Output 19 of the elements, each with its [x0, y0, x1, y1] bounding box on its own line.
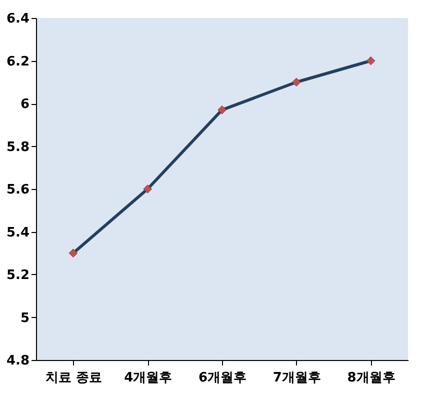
point	[292, 78, 301, 87]
y-tick-label: 6	[20, 97, 30, 112]
y-tick-label: 6.4	[6, 12, 30, 26]
x-tick-label: 6개월후	[198, 370, 247, 386]
x-tick-label: 8개월후	[347, 370, 396, 386]
y-tick-label: 5.4	[6, 225, 30, 240]
y-tick-label: 5.8	[6, 140, 30, 155]
point	[143, 184, 152, 194]
x-tick-label: 7개월후	[272, 370, 321, 386]
y-tick-label: 4.8	[6, 354, 30, 368]
y-tick-label: 6.2	[6, 54, 30, 70]
y-tick-label: 5.6	[6, 182, 30, 198]
point	[366, 56, 376, 66]
x-tick-label: 4개월후	[124, 370, 172, 386]
point	[218, 105, 226, 114]
y-tick-label: 5.2	[6, 268, 30, 283]
y-tick-label: 5	[20, 310, 30, 326]
x-tick-label: 치료 종료	[45, 370, 102, 386]
point	[68, 248, 78, 258]
